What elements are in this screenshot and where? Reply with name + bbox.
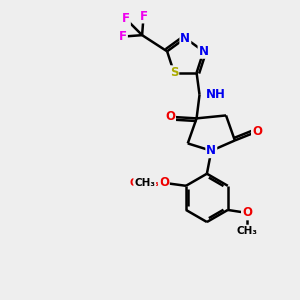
Text: O: O bbox=[242, 206, 252, 219]
Text: N: N bbox=[206, 144, 216, 157]
Text: O: O bbox=[252, 125, 262, 138]
Text: CH₃: CH₃ bbox=[236, 226, 257, 236]
Text: S: S bbox=[170, 66, 178, 79]
Text: O: O bbox=[165, 110, 175, 123]
Text: N: N bbox=[180, 32, 190, 45]
Text: F: F bbox=[119, 30, 127, 43]
Text: NH: NH bbox=[206, 88, 225, 101]
Text: N: N bbox=[199, 45, 208, 58]
Text: F: F bbox=[122, 12, 130, 26]
Text: F: F bbox=[140, 10, 148, 22]
Text: OCH₃: OCH₃ bbox=[130, 178, 160, 188]
Text: O: O bbox=[159, 176, 169, 189]
Text: CH₃: CH₃ bbox=[134, 178, 155, 188]
